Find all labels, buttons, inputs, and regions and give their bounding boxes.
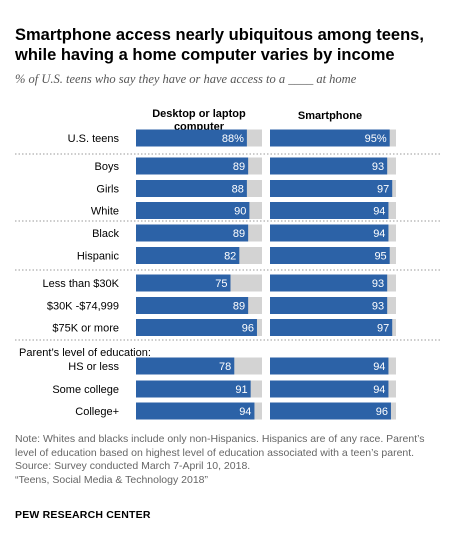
data-label: 94 [373,228,385,240]
data-label: 93 [372,301,384,313]
data-label: 88% [222,133,244,145]
data-label: 88 [232,184,244,196]
data-label: 94 [239,406,251,418]
bar [270,180,393,197]
bar [270,202,389,219]
chart-note: Note: Whites and blacks include only non… [15,433,445,487]
category-label: Boys [95,161,120,173]
category-label: Some college [52,384,119,396]
data-label: 91 [235,384,247,396]
data-label: 96 [376,406,388,418]
bar [136,357,235,375]
bar [270,402,391,420]
bar [270,129,390,147]
category-label: HS or less [68,361,119,373]
bar [136,129,247,147]
column-header-smartphone: Smartphone [298,110,362,122]
source-line: Source: Survey conducted March 7-April 1… [15,460,251,472]
bar [136,319,257,336]
category-label: U.S. teens [68,133,120,145]
data-label: 94 [373,206,385,218]
publisher-brand: PEW RESEARCH CENTER [15,509,151,521]
category-label: $30K -$74,999 [47,301,119,313]
bar [270,297,388,314]
bar [136,224,249,242]
data-label: 93 [372,278,384,290]
data-label: 89 [233,228,245,240]
data-label: 82 [224,251,236,263]
column-header-computer: Desktop or laptop [152,108,246,120]
category-label: College+ [75,406,119,418]
bar [270,224,389,242]
data-label: 95% [365,133,387,145]
bar [270,274,388,292]
section-label: Parent’s level of education: [19,347,151,359]
bar [270,247,390,264]
category-label: $75K or more [52,323,119,335]
bar [270,319,393,336]
bar [270,157,388,175]
bar [136,402,255,420]
category-label: White [91,206,119,218]
bar [136,247,240,264]
bar [136,380,251,398]
bar [136,297,249,314]
category-label: Less than $30K [43,278,120,290]
data-label: 93 [372,161,384,173]
note-line: level of education based on highest leve… [15,446,415,459]
bar [270,357,389,375]
data-label: 94 [373,361,385,373]
data-label: 78 [219,361,231,373]
data-label: 94 [373,384,385,396]
note-line: Note: Whites and blacks include only non… [15,433,425,445]
report-title-line: “Teens, Social Media & Technology 2018” [15,473,209,486]
bar [136,274,231,292]
data-label: 97 [377,184,389,196]
category-label: Hispanic [77,251,120,263]
category-label: Black [92,228,119,240]
data-label: 75 [215,278,227,290]
chart-subtitle: % of U.S. teens who say they have or hav… [15,72,357,86]
bar [136,157,249,175]
category-label: Girls [96,184,119,196]
data-label: 89 [233,301,245,313]
chart-title: Smartphone access nearly ubiquitous amon… [15,26,424,64]
data-label: 95 [374,251,386,263]
bar-chart: Desktop or laptopcomputerSmartphoneParen… [15,108,440,420]
data-label: 97 [377,323,389,335]
data-label: 89 [233,161,245,173]
data-label: 96 [242,323,254,335]
bar [136,202,250,219]
bar [270,380,389,398]
data-label: 90 [234,206,246,218]
bar [136,180,247,197]
